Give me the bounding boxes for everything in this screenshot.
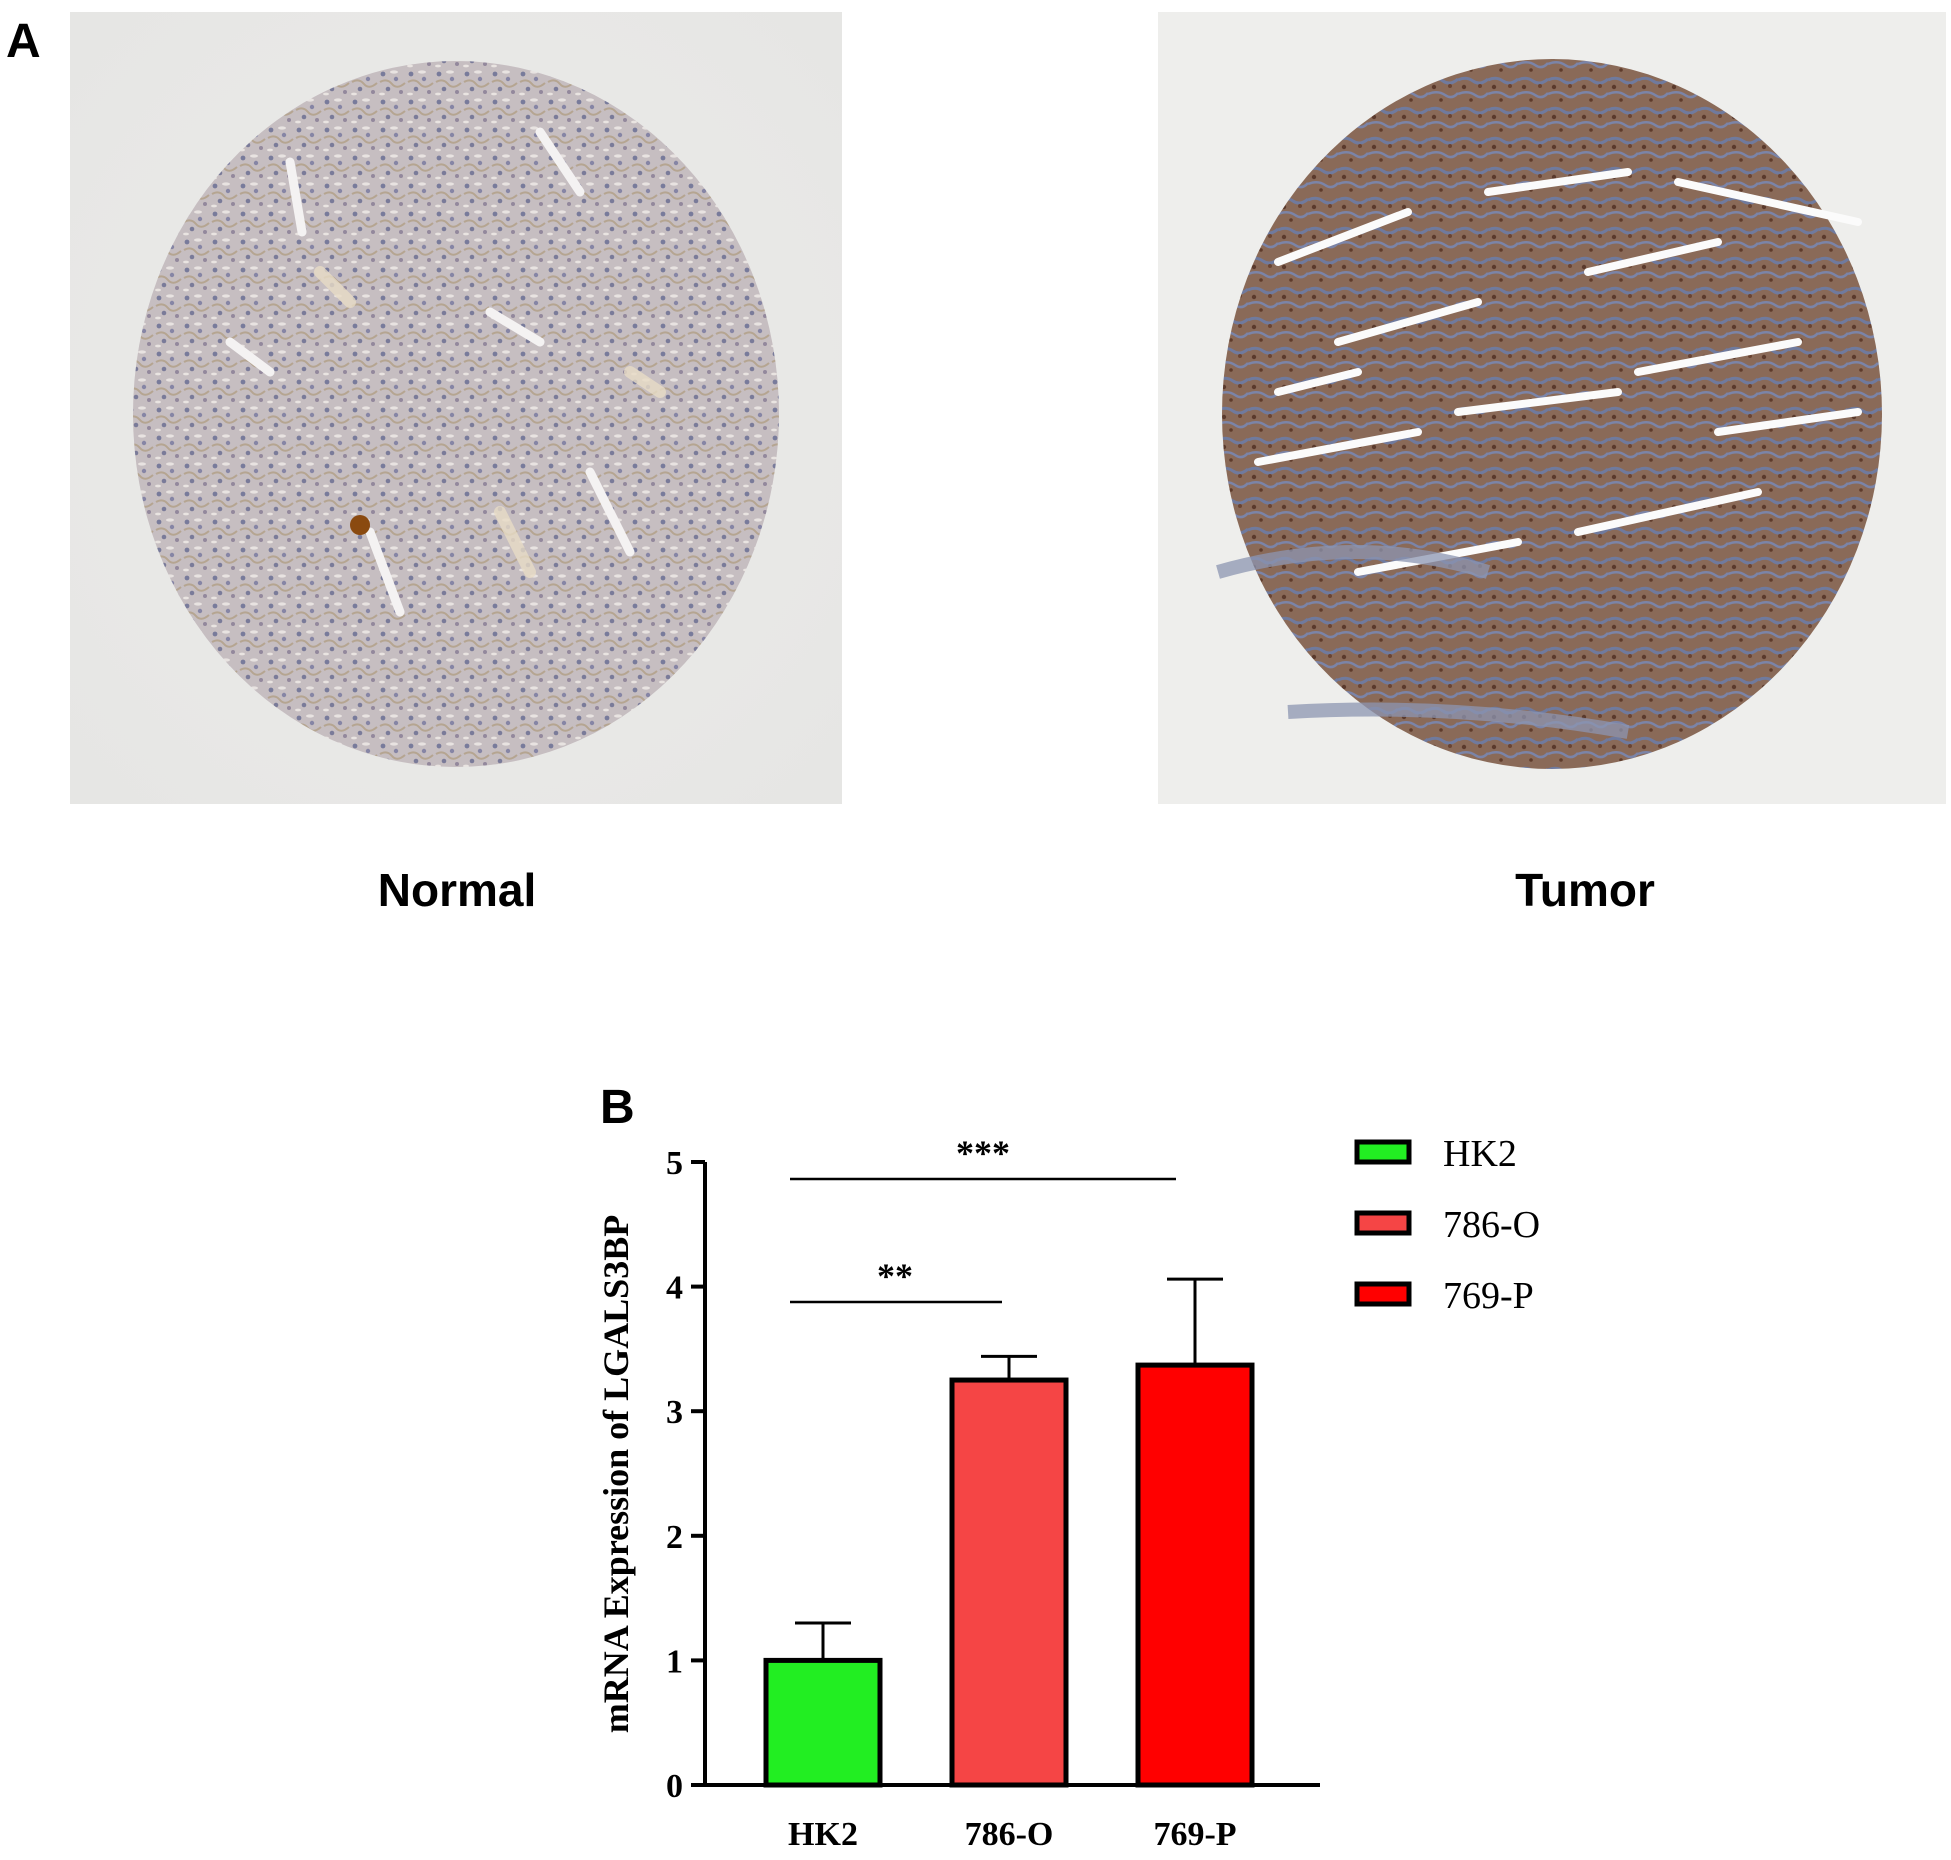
legend-label: 769-P <box>1443 1275 1534 1317</box>
y-axis-label: mRNA Expression of LGALS3BP <box>596 1215 636 1733</box>
x-tick-label: HK2 <box>788 1816 858 1853</box>
y-tick-label: 2 <box>666 1519 683 1556</box>
legend-swatch <box>1354 1139 1412 1165</box>
y-tick-label: 5 <box>666 1145 683 1182</box>
y-tick-label: 3 <box>666 1394 683 1431</box>
legend-swatch <box>1354 1281 1412 1307</box>
legend-label: HK2 <box>1443 1133 1517 1175</box>
legend-swatch <box>1354 1210 1412 1236</box>
significance-label: *** <box>956 1133 1010 1173</box>
panel-a-letter: A <box>6 15 41 68</box>
bar-769-P <box>1135 1362 1255 1788</box>
legend-label: 786-O <box>1443 1204 1540 1246</box>
significance-label: ** <box>877 1256 913 1296</box>
tumor-caption: Tumor <box>1515 864 1655 916</box>
x-tick-label: 786-O <box>965 1816 1054 1853</box>
normal-tissue-core <box>70 12 842 804</box>
y-tick-label: 4 <box>666 1270 683 1307</box>
bar-HK2 <box>763 1657 883 1788</box>
tumor-tissue-core <box>1158 12 1946 804</box>
bar-786-O <box>949 1377 1069 1788</box>
normal-tissue-image <box>70 12 842 804</box>
tumor-tissue-image <box>1158 12 1946 804</box>
chart-plot-area: 0 1 2 3 4 5 mRNA Expression of LGALS3BP HK2 786-… <box>596 1133 1540 1853</box>
panel-b-letter: B <box>600 1081 635 1134</box>
y-tick-label: 1 <box>666 1643 683 1680</box>
normal-caption: Normal <box>377 864 537 916</box>
x-tick-label: 769-P <box>1153 1816 1236 1853</box>
y-tick-label: 0 <box>666 1768 683 1805</box>
